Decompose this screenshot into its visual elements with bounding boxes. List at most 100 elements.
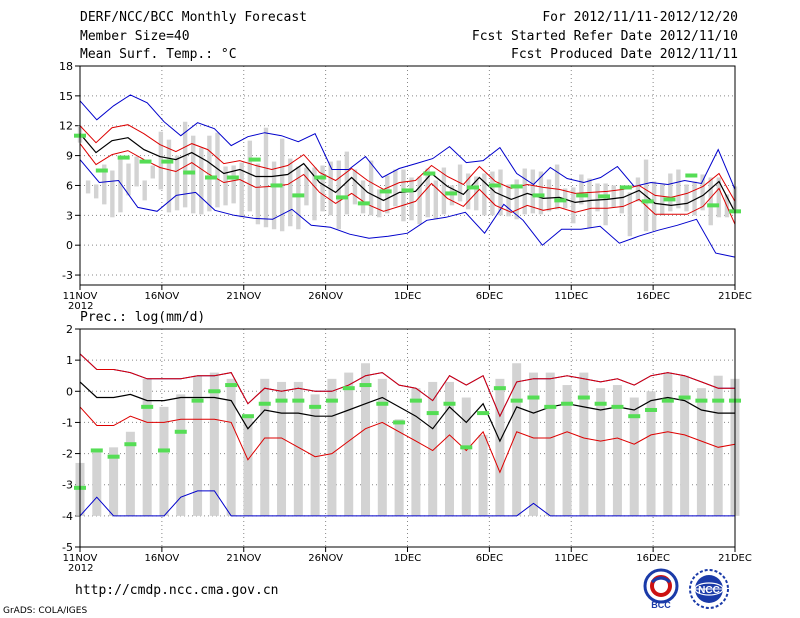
p2-box [411, 388, 421, 516]
p2-median-marker [275, 398, 288, 403]
p2-box [377, 378, 387, 516]
p2-box [612, 385, 622, 516]
p2-median-marker [157, 448, 170, 453]
p2-median-marker [258, 401, 271, 406]
p2-median-marker [359, 383, 372, 388]
p1-box [700, 174, 705, 211]
p1-median-marker [161, 159, 174, 164]
p1-box [538, 171, 544, 215]
p2-median-marker [611, 404, 624, 409]
p1-box [522, 168, 527, 215]
p1-box [433, 180, 438, 220]
p2-box [193, 375, 203, 516]
p1-y-tick-label: -3 [62, 269, 73, 282]
p1-x-tick-label: 11DEC [554, 291, 588, 302]
p2-box [579, 372, 589, 516]
p1-box [166, 139, 172, 213]
p1-plot-frame [79, 65, 736, 286]
p1-box [393, 169, 398, 207]
p1-y-tick-label: 9 [66, 150, 73, 163]
p1-box [263, 127, 269, 228]
p2-x-tick-label: 16NOV [145, 553, 180, 564]
p2-y-tick-label: 0 [66, 385, 73, 398]
p1-box [352, 169, 358, 205]
p2-y-tick-label: -1 [62, 416, 73, 429]
p2-x-year-label: 2012 [68, 563, 93, 574]
p2-y-tick-label: -2 [62, 448, 73, 461]
p2-y-tick-label: -5 [62, 541, 73, 554]
p2-box [310, 394, 320, 516]
p2-box [293, 381, 303, 516]
p1-box [668, 173, 673, 212]
p2-box [159, 406, 169, 516]
p2-x-tick-label: 16DEC [636, 553, 670, 564]
p2-x-tick-label: 1DEC [394, 553, 421, 564]
p2-x-tick-label: 11NOV [63, 553, 98, 564]
p2-box [663, 372, 673, 516]
p1-box [142, 180, 147, 201]
p1-box [514, 179, 519, 220]
p1-x-tick-label: 11NOV [63, 291, 98, 302]
p2-median-marker [477, 411, 490, 416]
p1-box [716, 177, 722, 218]
grads-credit: GrADS: COLA/IGES [3, 606, 88, 616]
p1-box [255, 163, 261, 225]
p1-box [651, 181, 657, 231]
p2-box [545, 372, 555, 516]
p1-median-marker [467, 185, 479, 190]
p2-median-marker [426, 411, 439, 416]
p1-box [546, 179, 552, 212]
variable-label: Mean Surf. Temp.: °C [80, 47, 237, 62]
p1-box [174, 155, 180, 211]
p1-box [530, 169, 536, 214]
p2-median-marker [493, 386, 506, 391]
p1-box [288, 158, 293, 227]
p2-minus-sd-line [79, 406, 736, 474]
p2-median-marker [393, 420, 406, 425]
p2-box [209, 372, 219, 516]
p2-median-marker [309, 404, 322, 409]
p2-y-tick-label: 2 [66, 323, 73, 336]
p2-median-marker [561, 401, 574, 406]
p2-box [680, 375, 690, 516]
p2-median-marker [325, 398, 338, 403]
p1-median-marker [707, 203, 720, 208]
p2-median-marker [241, 414, 254, 419]
p2-median-marker [292, 398, 305, 403]
p1-box [635, 177, 641, 202]
p1-box [692, 181, 697, 216]
p1-box [506, 184, 511, 217]
p2-box [344, 372, 354, 516]
p1-box [676, 169, 681, 209]
forecast-started: Fcst Started Refer Date 2012/11/10 [471, 29, 738, 44]
p1-y-tick-label: 3 [66, 209, 73, 222]
member-size: Member Size=40 [80, 29, 190, 44]
p1-median-marker [641, 199, 654, 204]
p1-median-marker [598, 194, 610, 199]
source-url[interactable]: http://cmdp.ncc.cma.gov.cn [75, 583, 279, 598]
p1-box [93, 184, 99, 199]
p2-x-tick-label: 6DEC [476, 553, 503, 564]
p1-box [102, 164, 107, 205]
p1-median-marker [117, 155, 130, 160]
p1-box [207, 135, 212, 212]
p1-median-marker [248, 157, 261, 162]
p1-y-tick-label: 6 [66, 179, 73, 192]
p2-median-marker [107, 454, 120, 459]
p1-box [571, 187, 576, 224]
p1-median-marker [445, 191, 458, 196]
p2-box [109, 447, 119, 516]
p1-box [182, 121, 188, 208]
p1-median-marker [488, 183, 501, 188]
p2-box [713, 375, 723, 516]
p2-median-marker [141, 404, 154, 409]
p1-median-marker [619, 185, 632, 190]
p1-median-marker [292, 193, 305, 198]
p1-box [85, 180, 91, 194]
p2-median-marker [577, 395, 590, 400]
p1-x-year-label: 2012 [68, 301, 93, 312]
p2-plus-sd-line [79, 353, 735, 418]
p1-box [312, 167, 317, 221]
p2-median-marker [712, 398, 725, 403]
p1-box [215, 132, 220, 208]
